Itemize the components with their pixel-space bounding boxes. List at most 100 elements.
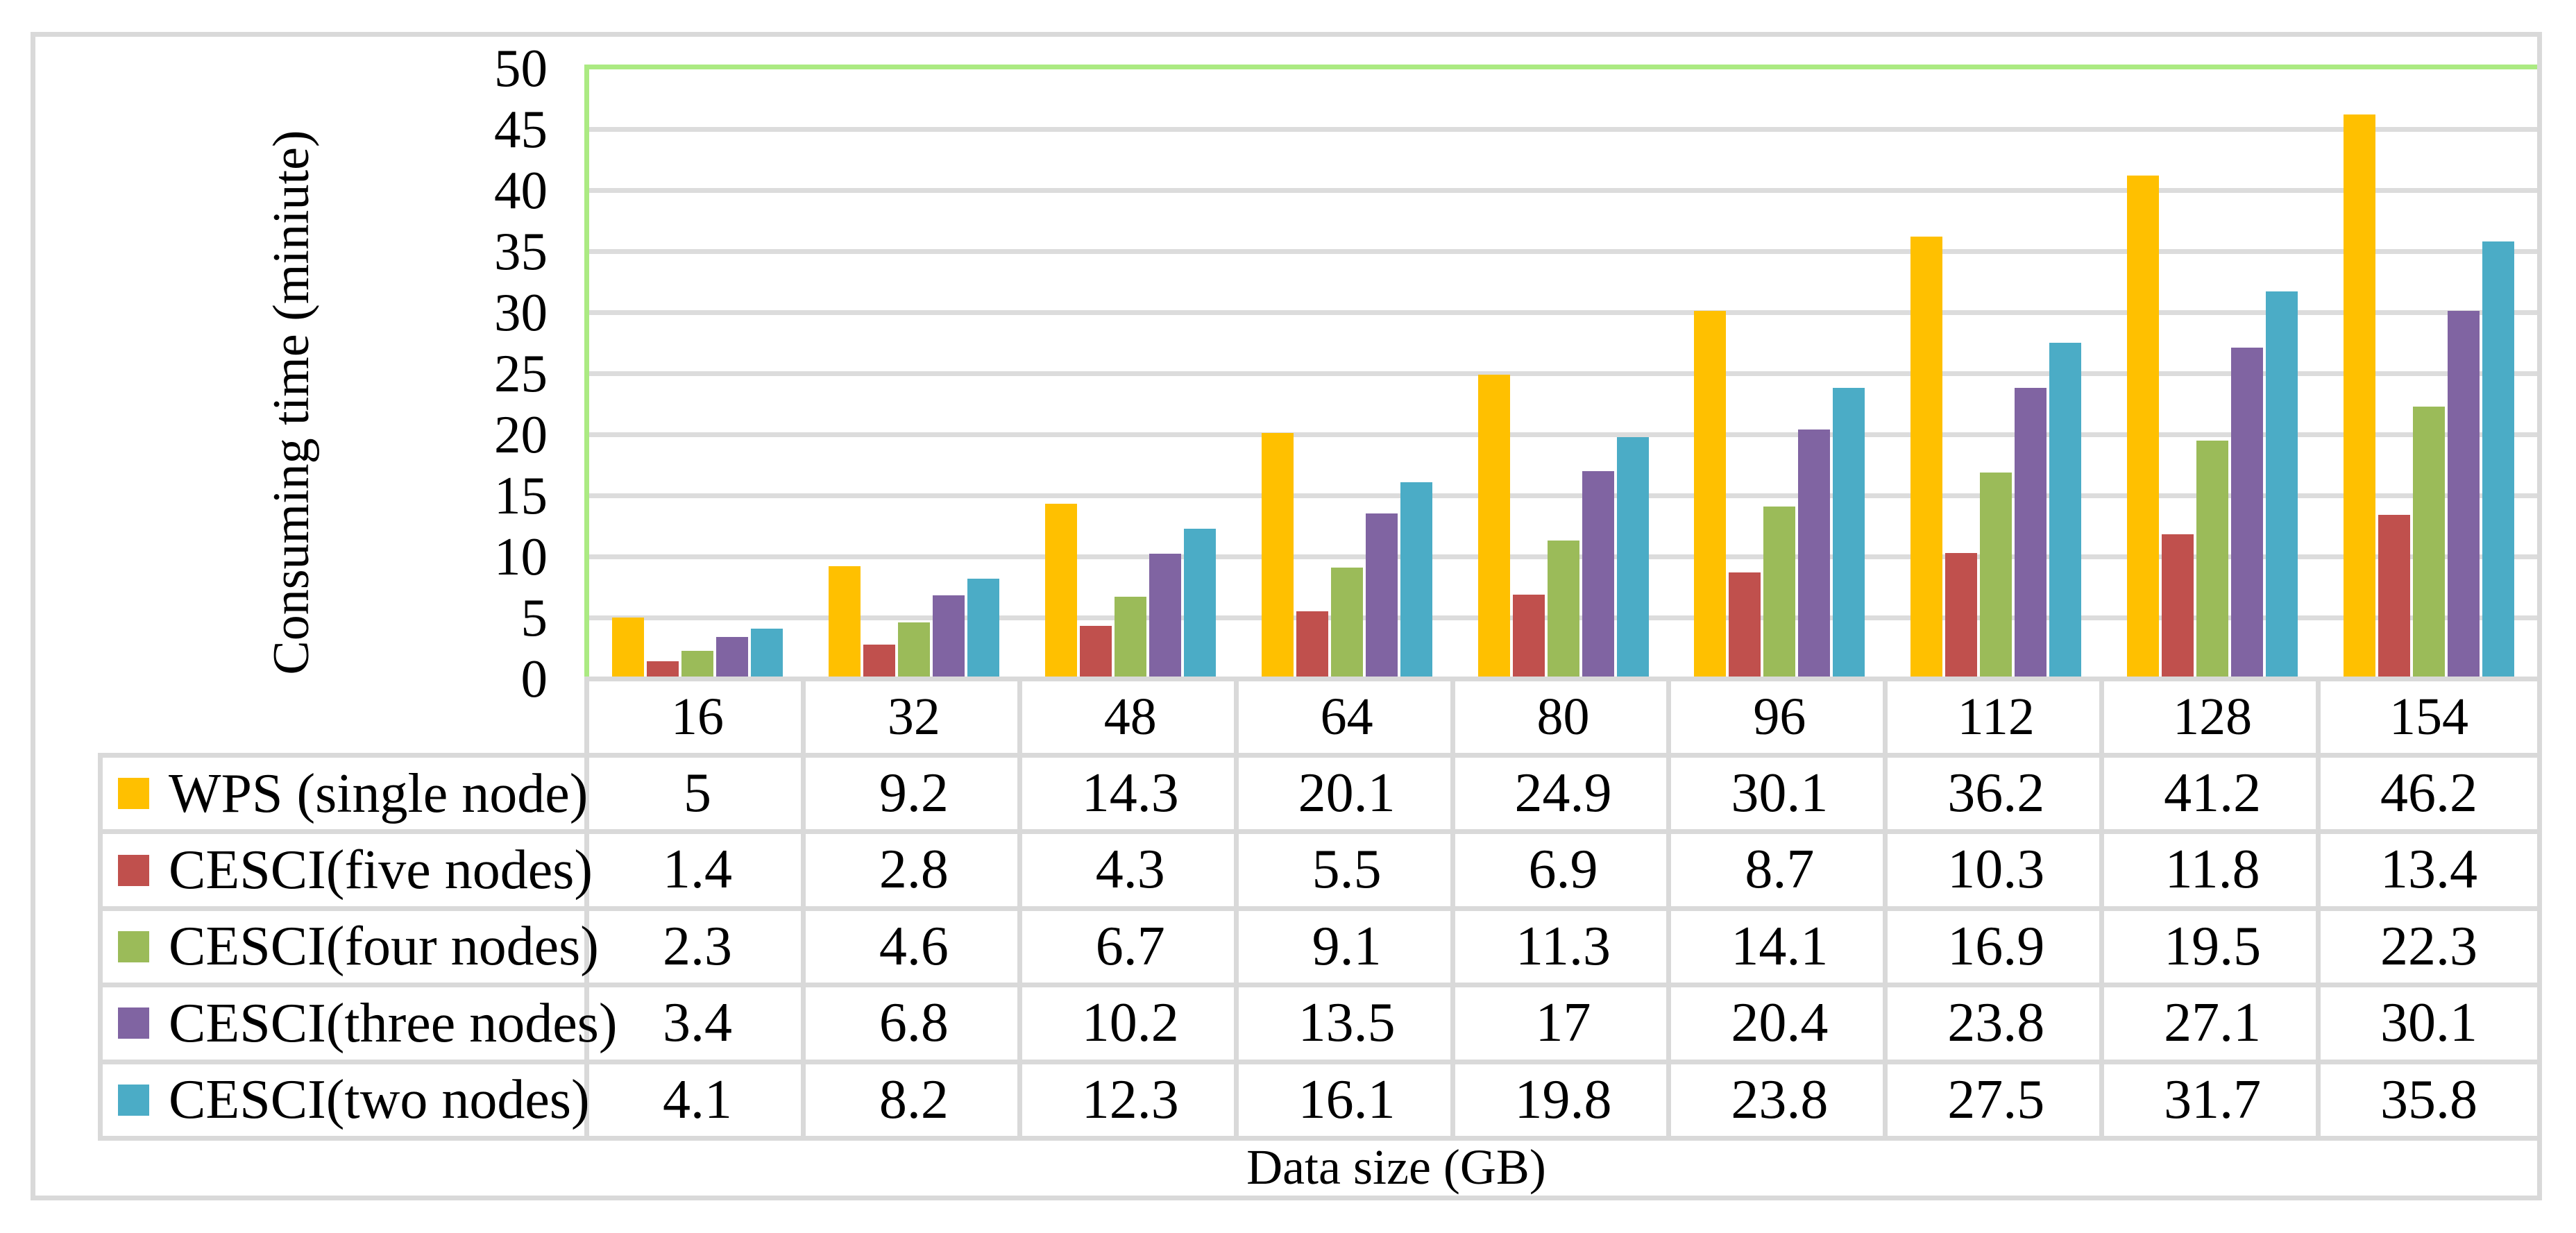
bar-wps-single-node--48	[1044, 504, 1077, 679]
bar-cesci-five-nodes--48	[1079, 626, 1112, 679]
bar-cesci-five-nodes--96	[1729, 572, 1761, 679]
table-cell-value: 2.3	[662, 915, 732, 977]
table-cell-value: 8.7	[1745, 839, 1815, 901]
bar-cesci-four-nodes--64	[1330, 567, 1363, 679]
x-category-label: 154	[2389, 688, 2469, 746]
table-cell-value: 10.3	[1947, 839, 2045, 901]
bar-cesci-five-nodes--16	[646, 661, 679, 679]
bar-wps-single-node--80	[1477, 374, 1510, 679]
bar-cesci-four-nodes--32	[897, 622, 930, 679]
gridline	[589, 493, 2537, 498]
table-cell-value: 19.5	[2164, 915, 2262, 977]
table-cell-value: 5.5	[1312, 839, 1382, 901]
table-border-line	[98, 1059, 2537, 1064]
x-category-label: 16	[670, 688, 724, 746]
table-border-line	[1883, 679, 1888, 1141]
table-cell-value: 35.8	[2380, 1069, 2478, 1130]
bar-wps-single-node--16	[611, 618, 644, 679]
table-cell-value: 17	[1535, 992, 1591, 1054]
table-cell-value: 8.2	[879, 1069, 949, 1130]
figure-border	[31, 32, 2542, 1200]
legend-series-label: CESCI(two nodes)	[169, 1069, 590, 1131]
table-cell-value: 4.1	[662, 1069, 732, 1130]
table-cell-value: 23.8	[1731, 1069, 1829, 1130]
table-cell-value: 22.3	[2380, 915, 2478, 977]
table-cell-value: 11.3	[1515, 915, 1611, 977]
bar-cesci-two-nodes--112	[2049, 343, 2082, 679]
table-cell-value: 16.1	[1298, 1069, 1396, 1130]
bar-cesci-two-nodes--154	[2482, 241, 2515, 679]
table-cell-value: 5	[683, 763, 711, 824]
table-cell-value: 9.2	[879, 763, 949, 824]
table-cell-value: 13.5	[1298, 992, 1396, 1054]
legend-swatch	[118, 1007, 149, 1039]
legend-row: WPS (single node)	[103, 758, 588, 829]
bar-wps-single-node--32	[828, 566, 861, 679]
y-tick-label: 20	[494, 405, 548, 464]
legend-left-border	[98, 753, 103, 1141]
bar-cesci-two-nodes--48	[1183, 528, 1216, 679]
table-cell-value: 6.7	[1095, 915, 1165, 977]
y-tick-label: 35	[494, 221, 548, 281]
table-border-line	[584, 679, 589, 1141]
bar-cesci-three-nodes--112	[2015, 388, 2047, 679]
table-cell-value: 14.1	[1731, 915, 1829, 977]
bar-cesci-two-nodes--128	[2266, 291, 2298, 679]
table-border-line	[800, 679, 806, 1141]
table-cell-value: 27.5	[1947, 1069, 2045, 1130]
y-tick-label: 5	[520, 588, 548, 647]
bar-wps-single-node--64	[1261, 433, 1294, 679]
bar-wps-single-node--96	[1694, 311, 1727, 679]
table-border-line	[2099, 679, 2105, 1141]
table-cell-value: 14.3	[1081, 763, 1179, 824]
bar-cesci-four-nodes--154	[2413, 406, 2446, 679]
legend-row: CESCI(five nodes)	[103, 834, 593, 905]
table-cell-value: 9.1	[1312, 915, 1382, 977]
y-tick-label: 30	[494, 282, 548, 342]
table-border-line	[98, 983, 2537, 988]
x-category-label: 128	[2173, 688, 2253, 746]
legend-swatch	[118, 1084, 149, 1116]
x-category-label: 80	[1536, 688, 1590, 746]
bar-cesci-two-nodes--64	[1400, 482, 1432, 679]
table-cell-value: 6.9	[1528, 839, 1598, 901]
bar-cesci-three-nodes--64	[1365, 513, 1398, 679]
legend-swatch	[118, 778, 149, 810]
legend-series-label: CESCI(three nodes)	[169, 992, 618, 1054]
y-tick-label: 25	[494, 343, 548, 403]
bar-cesci-five-nodes--112	[1945, 552, 1978, 679]
plot-border-top	[584, 65, 2537, 69]
bar-cesci-four-nodes--96	[1763, 506, 1796, 679]
table-cell-value: 20.4	[1731, 992, 1829, 1054]
y-tick-label: 40	[494, 160, 548, 220]
legend-swatch	[118, 854, 149, 886]
gridline	[589, 309, 2537, 315]
table-cell-value: 27.1	[2164, 992, 2262, 1054]
table-cell-value: 4.6	[879, 915, 949, 977]
bar-cesci-two-nodes--16	[750, 628, 783, 679]
table-border-line	[1233, 679, 1239, 1141]
bar-cesci-three-nodes--80	[1582, 470, 1614, 679]
x-category-label: 96	[1753, 688, 1806, 746]
legend-row: CESCI(three nodes)	[103, 987, 618, 1059]
table-border-line	[98, 905, 2537, 911]
legend-series-label: WPS (single node)	[169, 763, 588, 824]
table-border-line	[1666, 679, 1672, 1141]
table-border-line	[1450, 679, 1455, 1141]
x-category-label: 112	[1957, 688, 2035, 746]
bar-cesci-three-nodes--16	[715, 637, 748, 679]
legend-swatch	[118, 930, 149, 962]
legend-series-label: CESCI(four nodes)	[169, 916, 599, 978]
bar-wps-single-node--112	[1910, 236, 1943, 679]
bar-wps-single-node--154	[2344, 114, 2376, 679]
table-border-line	[98, 753, 2537, 758]
bar-cesci-three-nodes--96	[1798, 429, 1831, 679]
gridline	[589, 371, 2537, 376]
bar-cesci-two-nodes--80	[1616, 436, 1649, 679]
bar-cesci-three-nodes--128	[2231, 348, 2264, 679]
bar-cesci-four-nodes--112	[1980, 472, 2012, 679]
bar-cesci-four-nodes--48	[1114, 597, 1146, 679]
bar-cesci-three-nodes--154	[2448, 311, 2480, 679]
table-cell-value: 23.8	[1947, 992, 2045, 1054]
